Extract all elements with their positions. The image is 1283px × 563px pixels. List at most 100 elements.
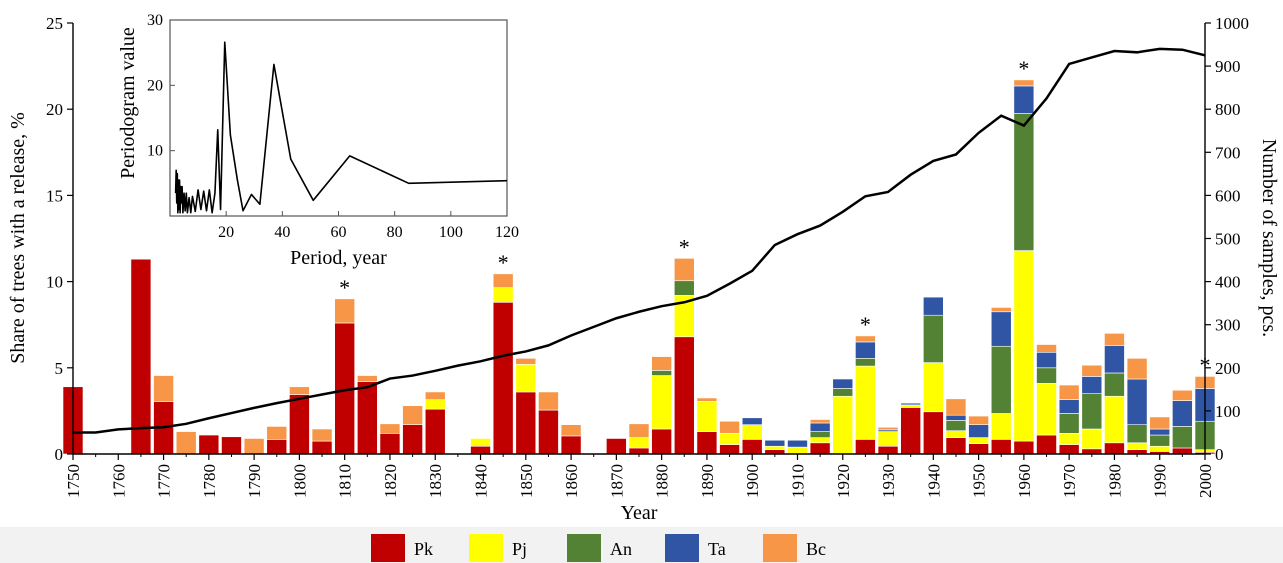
bar-segment-bc — [945, 398, 967, 416]
bar-segment-pk — [1013, 440, 1035, 455]
inset-y-tick-label: 30 — [147, 12, 163, 29]
y-tick-label: 0 — [55, 445, 64, 464]
y-tick-label: 25 — [46, 14, 63, 33]
bar-segment-pj — [1036, 383, 1057, 436]
bar-segment-bc — [1036, 344, 1057, 353]
y2-axis-title: Number of samples, pcs. — [1258, 139, 1280, 337]
bar-segment-an — [1172, 426, 1193, 449]
legend: Pk Pj An Ta Bc — [0, 527, 1283, 563]
bar-segment-pk — [968, 443, 989, 455]
bar-segment-pj — [809, 437, 831, 444]
bar-segment-pk — [1036, 434, 1057, 455]
significance-star: * — [1018, 56, 1029, 81]
bar-segment-pk — [1081, 448, 1103, 455]
bar-segment-pj — [787, 446, 808, 455]
bar-segment-pj — [855, 365, 876, 440]
y2-tick-label: 400 — [1215, 273, 1241, 292]
bar-segment-pj — [651, 375, 672, 430]
periodogram-line — [174, 41, 508, 214]
bar-segment-ta — [900, 402, 921, 406]
bar-segment-pj — [1081, 428, 1103, 450]
bar-segment-bc — [1149, 416, 1171, 430]
x-tick-label: 1840 — [472, 464, 491, 498]
bar-segment-pk — [628, 447, 650, 455]
bar-segment-pj — [877, 431, 899, 447]
legend-label-bc: Bc — [806, 539, 826, 559]
bar-segment-an — [673, 280, 695, 296]
bar-segment-pj — [1126, 442, 1148, 450]
bar-segment-ta — [1104, 345, 1125, 374]
legend-swatch-ta — [665, 534, 699, 562]
bar-segment-ta — [832, 378, 854, 389]
bar-segment-ta — [855, 341, 876, 359]
bar-segment-pk — [130, 258, 152, 455]
bar-segment-bc — [651, 356, 672, 371]
bar-segment-bc — [809, 419, 831, 424]
x-tick-label: 1900 — [743, 464, 762, 498]
bar-segment-bc — [153, 375, 174, 402]
periodogram-inset: 20 40 60 80 100 120 10 20 30 Period, year Periodog… — [117, 12, 519, 269]
bar-segment-an — [990, 345, 1012, 414]
bar-segment-bc — [334, 298, 355, 324]
bar-segment-pk — [515, 391, 537, 455]
bar-segment-bc — [719, 420, 740, 434]
bar-segment-an — [1058, 413, 1080, 434]
bar-segment-pk — [198, 434, 220, 455]
x-tick-label: 1760 — [109, 464, 128, 498]
bar-segment-bc — [990, 307, 1012, 313]
inset-x-tick-label: 40 — [274, 224, 290, 241]
inset-y-tick-label: 20 — [147, 77, 163, 94]
bar-segment-an — [1104, 372, 1125, 397]
bar-segment-bc — [696, 397, 718, 402]
bar-segment-pk — [424, 408, 446, 455]
bar-segment-pk — [606, 438, 627, 455]
bar-segment-pk — [357, 381, 378, 455]
bar-segment-pk — [696, 431, 718, 455]
y2-tick-label: 700 — [1215, 143, 1241, 162]
x-tick-label: 1850 — [517, 464, 536, 498]
inset-x-tick-label: 80 — [387, 224, 403, 241]
bar-segment-pj — [1013, 250, 1035, 442]
bar-segment-pj — [719, 433, 740, 445]
significance-star: * — [498, 250, 509, 275]
legend-label-ta: Ta — [708, 539, 726, 559]
x-tick-label: 1930 — [879, 464, 898, 498]
bar-segment-an — [1149, 434, 1171, 447]
y-tick-label: 20 — [46, 100, 63, 119]
bar-segment-an — [1126, 424, 1148, 444]
bar-segment-ta — [741, 417, 763, 425]
bar-segment-bc — [311, 428, 333, 442]
bar-segment-bc — [538, 391, 559, 411]
x-tick-label: 1860 — [562, 464, 581, 498]
y2-tick-label: 900 — [1215, 57, 1241, 76]
samples-line — [73, 47, 1206, 434]
bar-segment-ta — [1058, 399, 1080, 414]
bar-segment-bc — [1013, 79, 1035, 87]
y2-tick-label: 0 — [1215, 445, 1224, 464]
bar-segment-an — [1036, 367, 1057, 384]
bar-segment-pj — [832, 395, 854, 455]
bar-segment-pj — [1058, 433, 1080, 445]
bar-segment-pk — [492, 301, 514, 455]
inset-x-axis-title: Period, year — [290, 247, 387, 269]
y-axis-title: Share of trees with a release, % — [7, 112, 29, 364]
significance-star: * — [860, 312, 871, 337]
bar-segment-bc — [424, 391, 446, 401]
y2-tick-label: 100 — [1215, 402, 1241, 421]
legend-label-an: An — [610, 539, 632, 559]
bar-segment-bc — [515, 358, 537, 365]
main-axes: 0 5 10 15 20 25 0 100 200 300 400 500 600 700 800 900 10… — [7, 14, 1280, 524]
bar-segment-pk — [741, 439, 763, 455]
bar-segment-bc — [243, 438, 265, 455]
bar-segment-pj — [470, 438, 491, 447]
bar-segment-ta — [1081, 376, 1103, 394]
inset-x-tick-label: 100 — [439, 224, 463, 241]
samples-line-group — [73, 47, 1206, 434]
bar-segment-pk — [266, 439, 288, 455]
bar-segment-pk — [1058, 444, 1080, 455]
x-tick-label: 1940 — [924, 464, 943, 498]
bar-segment-ta — [1013, 85, 1035, 114]
bar-segment-pj — [1104, 395, 1125, 444]
x-tick-label: 1770 — [155, 464, 174, 498]
bar-segment-pk — [673, 336, 695, 455]
